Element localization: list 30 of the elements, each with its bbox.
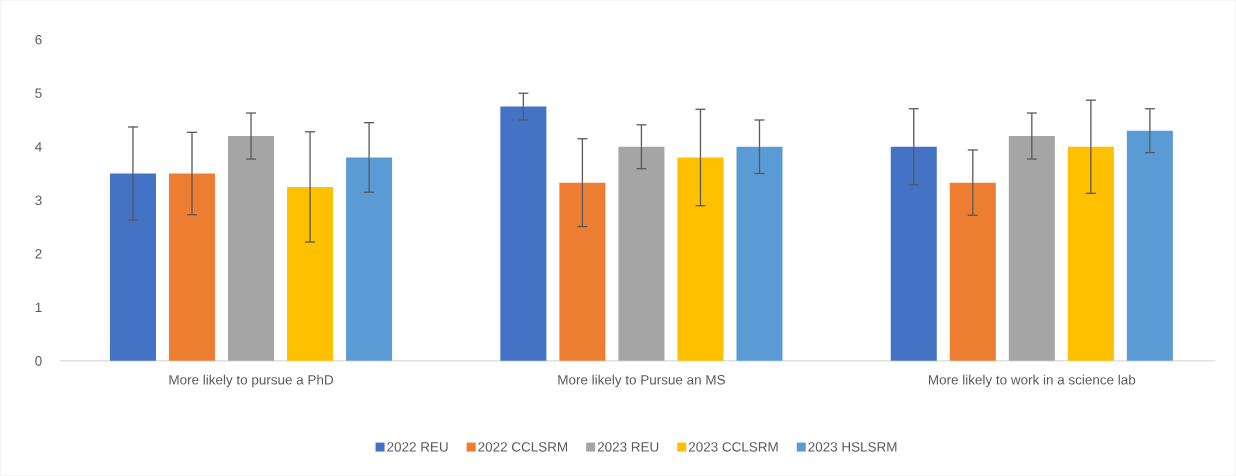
bar bbox=[949, 182, 996, 362]
bar bbox=[228, 136, 275, 362]
y-tick-label: 1 bbox=[35, 302, 42, 313]
bar bbox=[559, 182, 606, 362]
legend-label: 2022 CCLSRM bbox=[478, 442, 568, 452]
bar bbox=[346, 157, 393, 362]
legend-label: 2023 REU bbox=[597, 442, 659, 452]
bar bbox=[890, 146, 937, 362]
bar bbox=[736, 146, 783, 362]
bar bbox=[677, 157, 724, 362]
legend-label: 2023 CCLSRM bbox=[688, 442, 778, 452]
bar bbox=[1008, 136, 1055, 362]
legend-label: 2023 HSLSRM bbox=[808, 442, 897, 452]
x-tick-label: More likely to Pursue an MS bbox=[558, 374, 725, 388]
bar bbox=[1067, 146, 1114, 362]
bar bbox=[500, 106, 547, 362]
bar bbox=[168, 173, 216, 362]
bar bbox=[618, 146, 665, 362]
bar bbox=[1126, 130, 1173, 362]
y-tick-label: 3 bbox=[35, 195, 42, 206]
bar bbox=[287, 187, 334, 362]
y-tick-label: 2 bbox=[35, 249, 42, 259]
y-tick-label: 4 bbox=[35, 142, 42, 152]
x-tick-label: More likely to pursue a PhD bbox=[169, 374, 334, 388]
y-tick-label: 5 bbox=[35, 88, 42, 99]
y-tick-label: 0 bbox=[35, 356, 42, 366]
bar bbox=[109, 173, 156, 362]
y-tick-label: 6 bbox=[35, 35, 42, 45]
legend-label: 2022 REU bbox=[387, 442, 448, 452]
x-tick-label: More likely to work in a science lab bbox=[928, 374, 1136, 388]
